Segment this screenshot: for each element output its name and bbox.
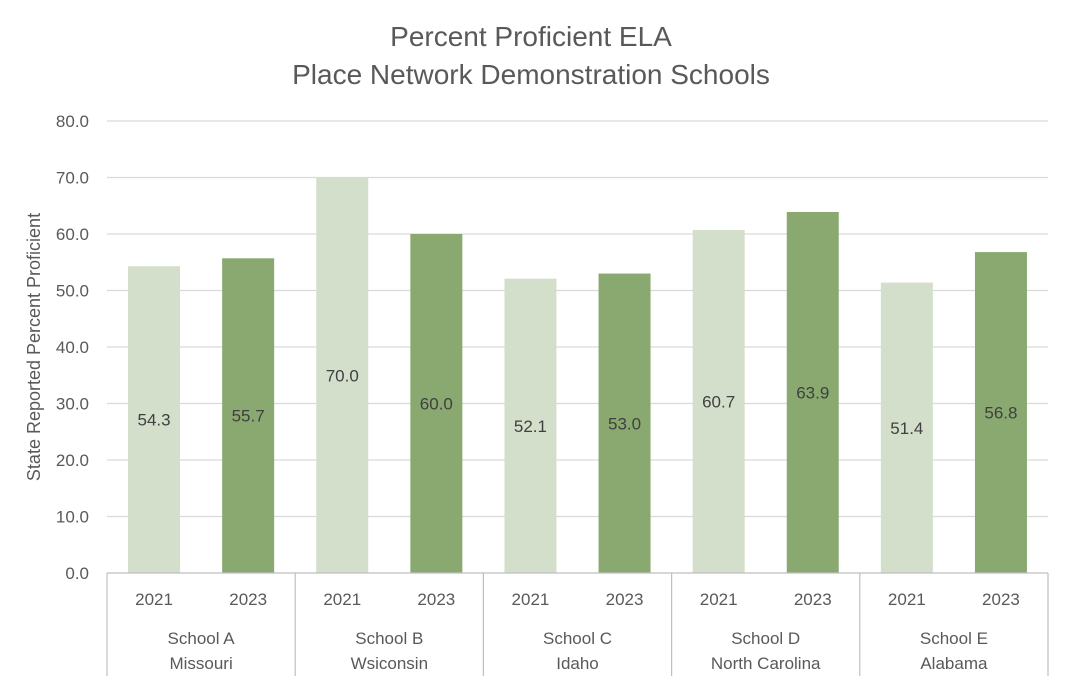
x-group-school: School A	[168, 629, 236, 648]
x-tick-year: 2021	[888, 590, 926, 609]
bar-school-c-2021	[504, 278, 557, 573]
x-axis: 2021 2023 School A Missouri 2021 2023 School B…	[106, 572, 1049, 676]
y-tick-label: 20.0	[56, 451, 89, 470]
x-tick-year: 2023	[229, 590, 267, 609]
y-tick-label: 10.0	[56, 508, 89, 527]
data-label: 56.8	[984, 404, 1017, 423]
x-tick-year: 2021	[135, 590, 173, 609]
y-tick-label: 40.0	[56, 338, 89, 357]
x-group-state: Missouri	[169, 654, 232, 673]
data-label: 55.7	[232, 407, 265, 426]
data-labels: 54.3 55.7 70.0 60.0 52.1 53.0 60.7 63.9 51.4 56.8	[138, 366, 1018, 438]
x-tick-year: 2021	[700, 590, 738, 609]
x-group-state: Wsiconsin	[351, 654, 428, 673]
bars	[128, 177, 1027, 574]
x-tick-year: 2023	[606, 590, 644, 609]
bar-school-a-2023	[222, 258, 275, 573]
y-tick-label: 50.0	[56, 282, 89, 301]
bar-school-e-2021	[880, 282, 933, 573]
x-tick-year: 2021	[512, 590, 550, 609]
x-group-school: School E	[920, 629, 988, 648]
chart-title: Percent Proficient ELA	[390, 21, 672, 52]
x-tick-year: 2021	[323, 590, 361, 609]
y-tick-label: 80.0	[56, 112, 89, 131]
y-axis-ticks: 0.0 10.0 20.0 30.0 40.0 50.0 60.0 70.0 80.0	[56, 112, 89, 583]
x-group-school: School B	[355, 629, 423, 648]
chart-subtitle: Place Network Demonstration Schools	[292, 59, 770, 90]
data-label: 51.4	[890, 419, 923, 438]
y-tick-label: 0.0	[65, 564, 89, 583]
data-label: 60.0	[420, 395, 453, 414]
data-label: 60.7	[702, 393, 735, 412]
x-tick-year: 2023	[417, 590, 455, 609]
x-group-state: North Carolina	[711, 654, 821, 673]
x-group-school: School D	[731, 629, 800, 648]
x-tick-year: 2023	[794, 590, 832, 609]
y-axis-title: State Reported Percent Proficient	[24, 213, 44, 481]
x-group-state: Idaho	[556, 654, 599, 673]
data-label: 54.3	[138, 411, 171, 430]
y-tick-label: 60.0	[56, 225, 89, 244]
data-label: 63.9	[796, 383, 829, 402]
x-group-school: School C	[543, 629, 612, 648]
x-tick-year: 2023	[982, 590, 1020, 609]
bar-school-b-2023	[410, 234, 463, 573]
y-tick-label: 30.0	[56, 395, 89, 414]
data-label: 70.0	[326, 366, 359, 385]
data-label: 53.0	[608, 414, 641, 433]
bar-school-e-2023	[974, 252, 1027, 573]
y-tick-label: 70.0	[56, 169, 89, 188]
bar-school-c-2023	[598, 273, 651, 573]
data-label: 52.1	[514, 417, 547, 436]
bar-school-b-2021	[316, 177, 369, 573]
bar-school-d-2023	[786, 211, 839, 573]
x-group-state: Alabama	[920, 654, 988, 673]
bar-school-a-2021	[128, 266, 181, 573]
bar-school-d-2021	[692, 230, 745, 574]
